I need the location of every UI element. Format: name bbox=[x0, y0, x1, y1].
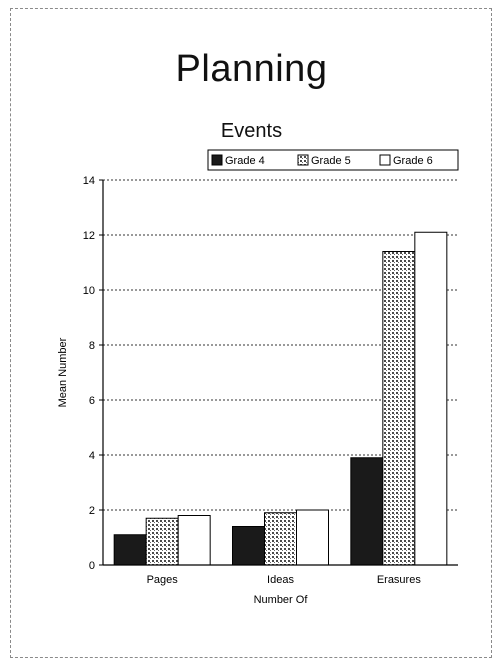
legend-swatch bbox=[297, 154, 309, 166]
y-tick-label: 6 bbox=[89, 395, 95, 407]
y-tick-label: 0 bbox=[89, 560, 95, 572]
bar-grade-6-pages bbox=[177, 515, 211, 566]
legend-swatch bbox=[211, 154, 223, 166]
bar-grade-6-erasures bbox=[414, 231, 448, 566]
legend-entry: Grade 5 bbox=[311, 155, 351, 167]
x-tick-label: Erasures bbox=[377, 574, 422, 586]
x-tick-label: Pages bbox=[147, 574, 179, 586]
y-axis-label: Mean Number bbox=[57, 337, 69, 407]
bar-grade-4-erasures bbox=[350, 457, 384, 566]
slide-title: Planning bbox=[175, 48, 328, 90]
y-tick-label: 8 bbox=[89, 340, 95, 352]
bar-grade-5-pages bbox=[145, 517, 179, 566]
slide-frame bbox=[10, 8, 492, 658]
legend-swatch bbox=[379, 154, 391, 166]
bar-grade-5-ideas bbox=[264, 512, 297, 566]
bar-grade-6-ideas bbox=[296, 509, 329, 566]
y-tick-label: 10 bbox=[83, 285, 95, 297]
y-tick-label: 2 bbox=[89, 505, 95, 517]
bar-grade-4-pages bbox=[113, 534, 147, 566]
bar-grade-5-erasures bbox=[382, 251, 416, 566]
legend-entry: Grade 6 bbox=[393, 155, 433, 167]
x-axis-label: Number Of bbox=[254, 594, 309, 606]
legend-box bbox=[207, 149, 459, 171]
x-tick-label: Ideas bbox=[267, 574, 294, 586]
y-tick-label: 12 bbox=[83, 230, 95, 242]
y-tick-label: 14 bbox=[83, 175, 95, 187]
y-tick-label: 4 bbox=[89, 450, 95, 462]
legend-entry: Grade 4 bbox=[225, 155, 265, 167]
bar-grade-4-ideas bbox=[232, 526, 265, 566]
chart-title: Events bbox=[220, 120, 283, 142]
